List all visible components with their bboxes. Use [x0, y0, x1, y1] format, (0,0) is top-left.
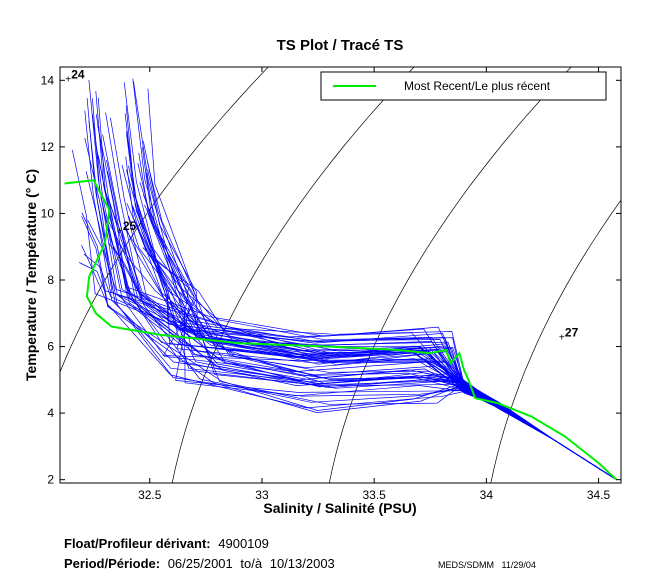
profile-line	[126, 133, 617, 480]
profile-line	[123, 82, 617, 480]
density-contour-marker: +	[65, 75, 71, 86]
profile-line	[103, 211, 617, 480]
profile-line	[126, 130, 617, 480]
plot-frame	[59, 66, 622, 484]
y-axis: 2 4 6 8 10 12 14	[41, 73, 621, 487]
profile-line	[95, 114, 617, 480]
x-axis: 32.5 33 33.5 34 34.5	[138, 67, 611, 502]
period-label: Period/Période:	[64, 556, 161, 571]
profile-line	[132, 78, 617, 480]
credit-agency: MEDS/SDMM	[438, 560, 494, 570]
y-tick-label: 8	[47, 273, 54, 287]
density-contour-label: 27	[565, 326, 579, 340]
density-contour-27	[490, 199, 621, 483]
float-label: Float/Profileur dérivant:	[64, 536, 211, 551]
legend-label: Most Recent/Le plus récent	[404, 79, 551, 93]
density-contour-labels: +24+ 25+ 27	[65, 68, 578, 344]
profile-line	[92, 114, 617, 480]
y-tick-label: 14	[41, 73, 55, 87]
density-contour-26	[328, 67, 572, 483]
profile-line	[138, 153, 617, 480]
profile-line	[135, 209, 617, 480]
density-contour-label: 25	[123, 219, 137, 233]
period-start: 06/25/2001	[167, 556, 233, 571]
profile-line	[92, 98, 617, 480]
density-contour-marker: +	[559, 333, 565, 344]
float-id: 4900109	[218, 536, 269, 551]
profile-line	[142, 141, 617, 480]
chart-title: TS Plot / Tracé TS	[277, 37, 404, 54]
y-tick-label: 10	[41, 206, 55, 220]
legend: Most Recent/Le plus récent	[320, 71, 607, 101]
profile-line	[97, 97, 617, 480]
y-tick-label: 4	[47, 406, 54, 420]
float-info: Float/Profileur dérivant: 4900109	[64, 536, 269, 551]
profile-line	[83, 253, 617, 480]
series-line-most-recent	[64, 179, 618, 481]
x-tick-label: 33.5	[362, 488, 386, 502]
profile-lines	[71, 78, 617, 480]
profile-line	[79, 262, 617, 480]
profile-line	[145, 172, 617, 480]
credit-date: 11/29/04	[501, 560, 536, 570]
y-tick-label: 2	[47, 473, 54, 487]
density-contour-25	[171, 67, 415, 483]
period-info: Period/Période: 06/25/2001 to/à 10/13/20…	[64, 556, 335, 571]
x-tick-label: 34	[480, 488, 494, 502]
most-recent-series	[64, 179, 618, 481]
x-tick-label: 33	[255, 488, 269, 502]
profile-line	[141, 146, 617, 480]
density-contours	[60, 67, 621, 483]
y-axis-label: Temperature / Température (° C)	[23, 169, 39, 381]
x-axis-label: Salinity / Salinité (PSU)	[263, 500, 416, 516]
x-tick-label: 34.5	[587, 488, 611, 502]
x-tick-label: 32.5	[138, 488, 162, 502]
y-tick-label: 12	[41, 140, 55, 154]
period-end: 10/13/2003	[269, 556, 335, 571]
credit: MEDS/SDMM 11/29/04	[438, 560, 536, 570]
density-contour-marker: +	[117, 226, 123, 237]
density-contour-label: 24	[71, 68, 85, 82]
profile-line	[123, 226, 617, 480]
profile-line	[132, 205, 617, 480]
profile-line	[124, 113, 617, 480]
period-separator: to/à	[240, 556, 263, 571]
y-tick-label: 6	[47, 340, 54, 354]
profile-line	[147, 88, 617, 480]
profile-line	[133, 81, 617, 480]
profile-line	[126, 203, 617, 480]
profile-line	[102, 134, 617, 480]
